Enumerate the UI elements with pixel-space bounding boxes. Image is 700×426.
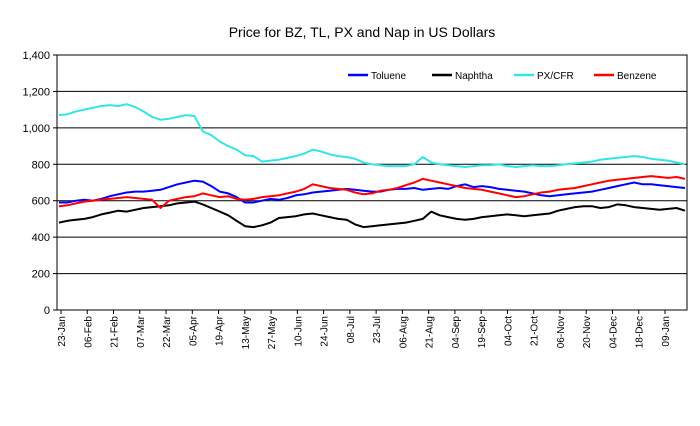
y-tick-label: 1,400 bbox=[22, 50, 50, 62]
series-lines bbox=[58, 103, 686, 229]
x-tick-label: 05-Apr bbox=[188, 315, 199, 346]
legend-label: Benzene bbox=[617, 71, 657, 82]
x-tick-label: 18-Dec bbox=[635, 316, 646, 348]
gridlines bbox=[57, 90, 687, 275]
series-line-benzene bbox=[58, 175, 686, 209]
x-tick-label: 23-Jul bbox=[372, 316, 383, 343]
x-tick-label: 21-Feb bbox=[110, 316, 121, 348]
x-tick-label: 21-Aug bbox=[425, 316, 436, 348]
x-tick-label: 22-Mar bbox=[162, 315, 173, 347]
legend-label: Toluene bbox=[371, 71, 406, 82]
x-tick-label: 19-Apr bbox=[215, 315, 226, 346]
x-tick-label: 07-Mar bbox=[136, 315, 147, 347]
legend-label: PX/CFR bbox=[537, 71, 574, 82]
plot-area bbox=[56, 54, 688, 311]
y-tick-label: 800 bbox=[32, 159, 50, 171]
x-tick-label: 20-Nov bbox=[582, 316, 593, 348]
legend-label: Naphtha bbox=[455, 71, 493, 82]
legend: Toluene Naphtha PX/CFR Benzene bbox=[348, 71, 657, 82]
y-tick-label: 1,200 bbox=[22, 86, 50, 98]
series-line-naphtha bbox=[58, 200, 686, 229]
x-tick-label: 10-Jun bbox=[293, 316, 304, 347]
x-tick-label: 23-Jan bbox=[57, 316, 68, 347]
x-tick-label: 06-Feb bbox=[83, 316, 94, 348]
x-tick-label: 04-Oct bbox=[503, 316, 514, 346]
x-tick-label: 04-Dec bbox=[608, 316, 619, 348]
x-tick-label: 08-Jul bbox=[346, 316, 357, 343]
chart-title: Price for BZ, TL, PX and Nap in US Dolla… bbox=[229, 24, 496, 40]
x-tick-label: 21-Oct bbox=[530, 316, 541, 346]
y-tick-label: 0 bbox=[44, 305, 50, 317]
x-tick-label: 24-Jun bbox=[320, 316, 331, 347]
x-tick-label: 09-Jan bbox=[661, 316, 672, 347]
x-tick-label: 27-May bbox=[267, 316, 278, 349]
x-tick-label: 04-Sep bbox=[451, 316, 462, 349]
series-line-toluene bbox=[59, 179, 686, 204]
series-line-px-cfr bbox=[58, 103, 686, 168]
y-tick-label: 200 bbox=[32, 269, 50, 281]
y-axis-ticks: 0 200 400 600 800 1,000 1,200 1,400 bbox=[22, 50, 57, 317]
x-tick-label: 06-Aug bbox=[398, 316, 409, 348]
x-tick-label: 06-Nov bbox=[556, 316, 567, 348]
x-tick-label: 13-May bbox=[241, 316, 252, 349]
y-tick-label: 400 bbox=[32, 232, 50, 244]
y-tick-label: 1,000 bbox=[22, 123, 50, 135]
x-axis-ticks: 23-Jan 06-Feb 21-Feb 07-Mar 22-Mar 05-Apr 19-A… bbox=[57, 310, 672, 349]
y-tick-label: 600 bbox=[32, 196, 50, 208]
x-tick-label: 19-Sep bbox=[477, 316, 488, 349]
